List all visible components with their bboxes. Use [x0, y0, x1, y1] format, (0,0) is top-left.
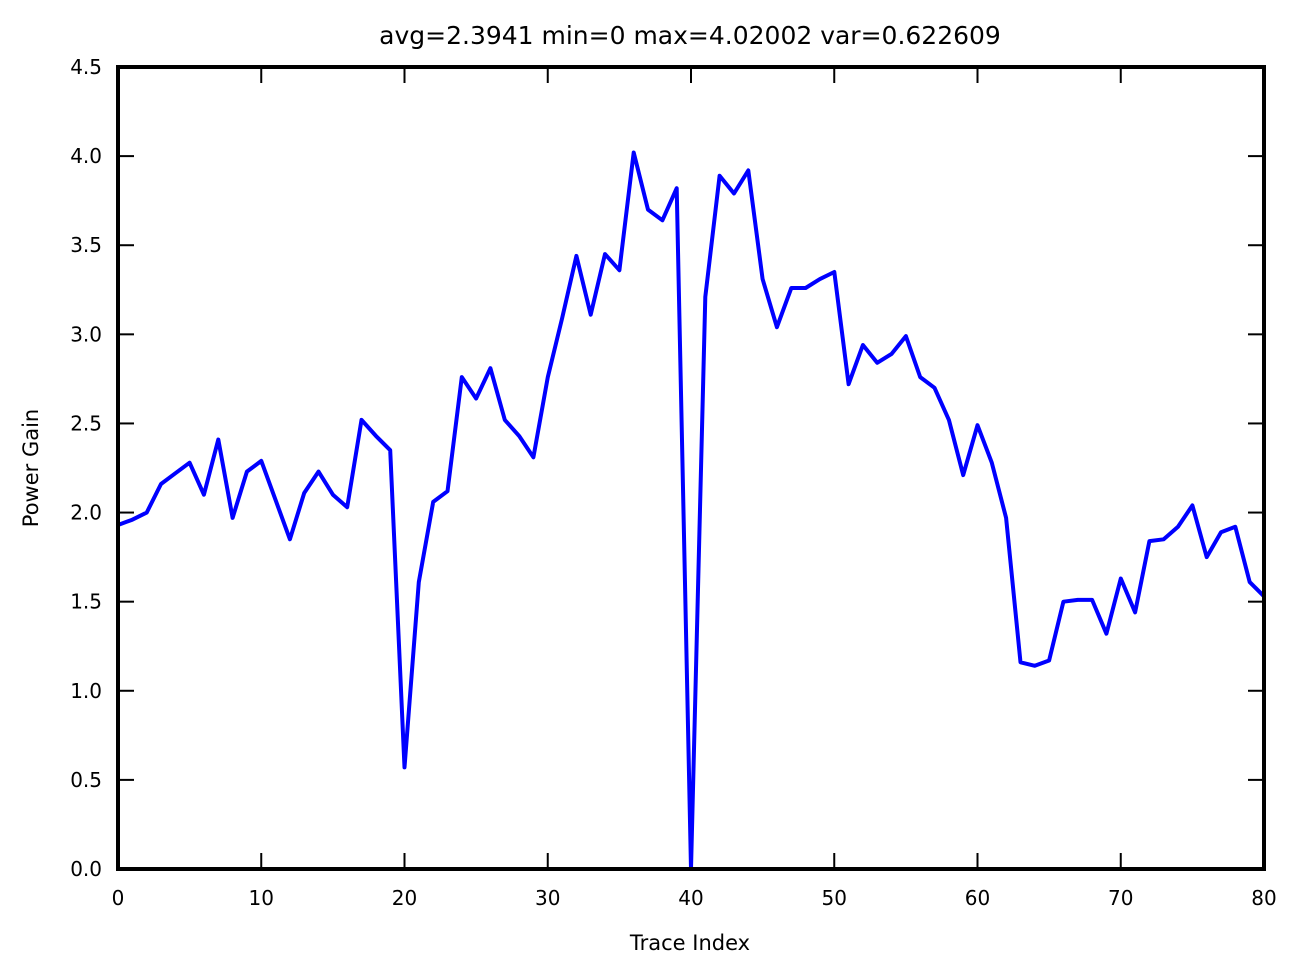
- x-tick-label: 30: [535, 886, 560, 910]
- x-tick-label: 50: [822, 886, 847, 910]
- y-tick-label: 0.0: [70, 857, 102, 881]
- y-axis-label: Power Gain: [19, 409, 43, 527]
- y-tick-label: 2.0: [70, 501, 102, 525]
- y-tick-label: 4.5: [70, 55, 102, 79]
- y-tick-label: 4.0: [70, 144, 102, 168]
- axis-tick-labels: 0 10 20 30 40 50 60 70 80 0.0 0.5 1.0 1.5 2.0 2.5 3.0 3.…: [70, 55, 1277, 910]
- x-tick-label: 80: [1251, 886, 1276, 910]
- x-tick-label: 0: [112, 886, 125, 910]
- plot-frame: [116, 65, 1266, 871]
- y-tick-label: 3.0: [70, 322, 102, 346]
- y-tick-label: 3.5: [70, 233, 102, 257]
- y-tick-label: 1.0: [70, 679, 102, 703]
- y-tick-label: 1.5: [70, 590, 102, 614]
- x-tick-label: 10: [249, 886, 274, 910]
- x-axis-label: Trace Index: [629, 931, 750, 955]
- series-points: [118, 153, 1264, 869]
- axis-ticks: [117, 66, 1265, 870]
- x-tick-label: 70: [1108, 886, 1133, 910]
- y-tick-label: 0.5: [70, 768, 102, 792]
- chart-title: avg=2.3941 min=0 max=4.02002 var=0.62260…: [379, 21, 1001, 50]
- y-tick-label: 2.5: [70, 411, 102, 435]
- x-tick-label: 20: [392, 886, 417, 910]
- series-line: [117, 150, 1266, 871]
- x-tick-label: 60: [965, 886, 990, 910]
- x-tick-label: 40: [678, 886, 703, 910]
